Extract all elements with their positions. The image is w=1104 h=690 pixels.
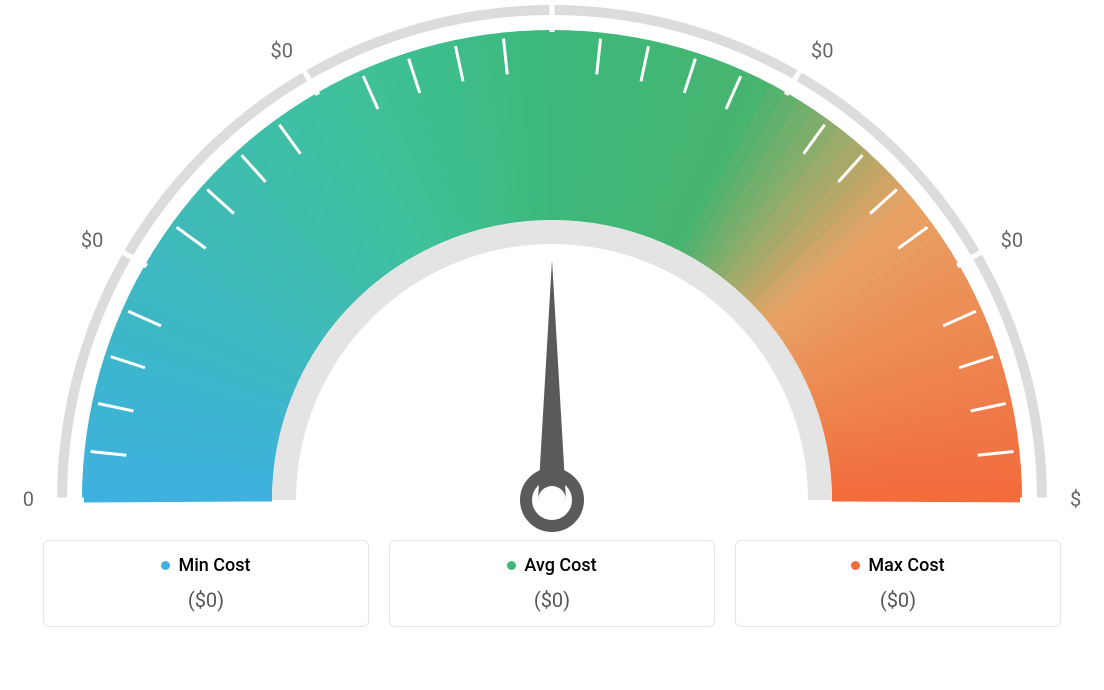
legend-dot-max xyxy=(851,561,860,570)
legend-value-max: ($0) xyxy=(756,588,1040,612)
legend-text-min: Min Cost xyxy=(178,555,250,576)
gauge-tick-label: $0 xyxy=(1001,228,1023,252)
gauge-area: $0$0$0$0$0$0$0 xyxy=(0,0,1104,540)
legend-text-avg: Avg Cost xyxy=(524,555,596,576)
legend-label-avg: Avg Cost xyxy=(410,555,694,576)
legend-value-avg: ($0) xyxy=(410,588,694,612)
legend-box-max: Max Cost ($0) xyxy=(735,540,1061,627)
gauge-tick-label: $0 xyxy=(22,487,34,511)
legend-label-max: Max Cost xyxy=(756,555,1040,576)
legend-dot-min xyxy=(161,561,170,570)
legend-text-max: Max Cost xyxy=(868,555,944,576)
gauge-tick-label: $0 xyxy=(811,38,833,62)
legend-box-min: Min Cost ($0) xyxy=(43,540,369,627)
legend-row: Min Cost ($0) Avg Cost ($0) Max Cost ($0… xyxy=(0,540,1104,627)
gauge-tick-label: $0 xyxy=(271,38,293,62)
legend-value-min: ($0) xyxy=(64,588,348,612)
legend-label-min: Min Cost xyxy=(64,555,348,576)
gauge-svg: $0$0$0$0$0$0$0 xyxy=(22,0,1082,540)
gauge-tick-label: $0 xyxy=(1070,487,1082,511)
gauge-chart-container: $0$0$0$0$0$0$0 Min Cost ($0) Avg Cost ($… xyxy=(0,0,1104,690)
legend-box-avg: Avg Cost ($0) xyxy=(389,540,715,627)
legend-dot-avg xyxy=(507,561,516,570)
gauge-needle xyxy=(526,260,578,526)
gauge-tick-label: $0 xyxy=(81,228,103,252)
